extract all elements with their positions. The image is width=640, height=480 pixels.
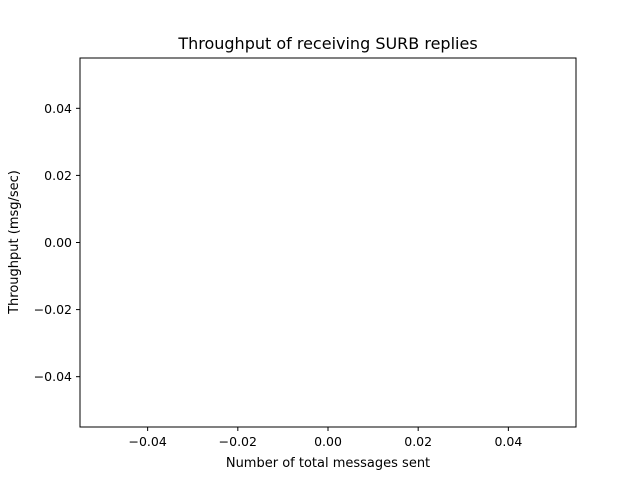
y-tick-label: −0.02 xyxy=(34,302,72,317)
x-axis-label: Number of total messages sent xyxy=(226,456,430,471)
y-tick-label: −0.04 xyxy=(34,369,72,384)
chart-title: Throughput of receiving SURB replies xyxy=(177,34,477,53)
x-tick-label: −0.04 xyxy=(128,434,166,449)
x-tick-label: −0.02 xyxy=(219,434,257,449)
y-axis-label: Throughput (msg/sec) xyxy=(7,170,22,315)
y-tick-label: 0.04 xyxy=(44,101,72,116)
y-axis: −0.04 −0.02 0.00 0.02 0.04 xyxy=(34,101,80,384)
x-axis: −0.04 −0.02 0.00 0.02 0.04 xyxy=(128,427,522,449)
x-tick-label: 0.00 xyxy=(314,434,342,449)
x-tick-label: 0.02 xyxy=(404,434,432,449)
x-tick-label: 0.04 xyxy=(494,434,522,449)
y-tick-label: 0.02 xyxy=(44,168,72,183)
y-tick-label: 0.00 xyxy=(44,235,72,250)
